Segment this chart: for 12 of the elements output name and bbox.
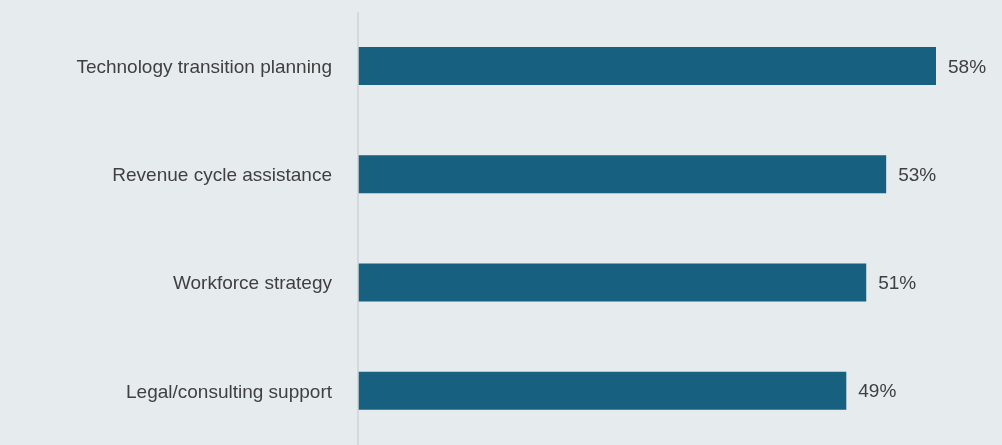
bar [358, 47, 936, 85]
y-tick-label: Technology transition planning [76, 55, 332, 77]
y-tick-label: Revenue cycle assistance [112, 164, 332, 186]
data-label: 58% [948, 55, 987, 77]
data-label: 53% [898, 163, 937, 185]
bar [358, 155, 887, 194]
bar [358, 263, 867, 302]
data-label: 49% [858, 380, 897, 402]
bar [358, 371, 847, 410]
y-tick-label: Workforce strategy [172, 272, 333, 294]
data-label: 51% [878, 272, 917, 294]
y-tick-label: Legal/consulting support [126, 380, 333, 402]
